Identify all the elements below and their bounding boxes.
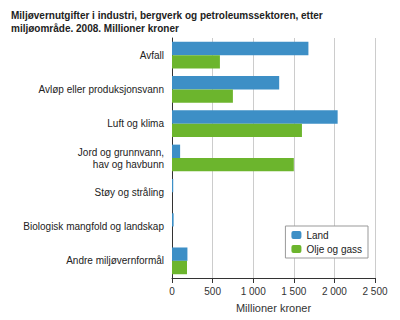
svg-text:Støy og stråling: Støy og stråling (95, 187, 164, 198)
svg-text:miljøområde. 2008. Millioner k: miljøområde. 2008. Millioner kroner (11, 23, 179, 34)
svg-text:2 000: 2 000 (322, 286, 347, 297)
svg-text:0: 0 (169, 286, 175, 297)
svg-text:500: 500 (204, 286, 221, 297)
svg-text:Millioner kroner: Millioner kroner (236, 302, 312, 314)
svg-text:Jord og grunnvann,: Jord og grunnvann, (78, 147, 164, 158)
svg-text:Luft og klima: Luft og klima (107, 118, 164, 129)
svg-text:2 500: 2 500 (362, 286, 387, 297)
svg-text:1 500: 1 500 (281, 286, 306, 297)
svg-text:Avløp eller produksjonsvann: Avløp eller produksjonsvann (39, 84, 164, 95)
svg-text:Avfall: Avfall (140, 50, 164, 61)
svg-text:Andre miljøvernformål: Andre miljøvernformål (66, 255, 164, 266)
svg-text:Miljøvernutgifter i industri,: Miljøvernutgifter i industri, bergverk o… (11, 10, 323, 21)
svg-text:Olje og gass: Olje og gass (306, 244, 362, 255)
svg-text:Biologisk mangfold og landskap: Biologisk mangfold og landskap (23, 221, 164, 232)
svg-text:hav og havbunn: hav og havbunn (93, 159, 164, 170)
svg-text:1 000: 1 000 (241, 286, 266, 297)
svg-text:Land: Land (306, 230, 328, 241)
